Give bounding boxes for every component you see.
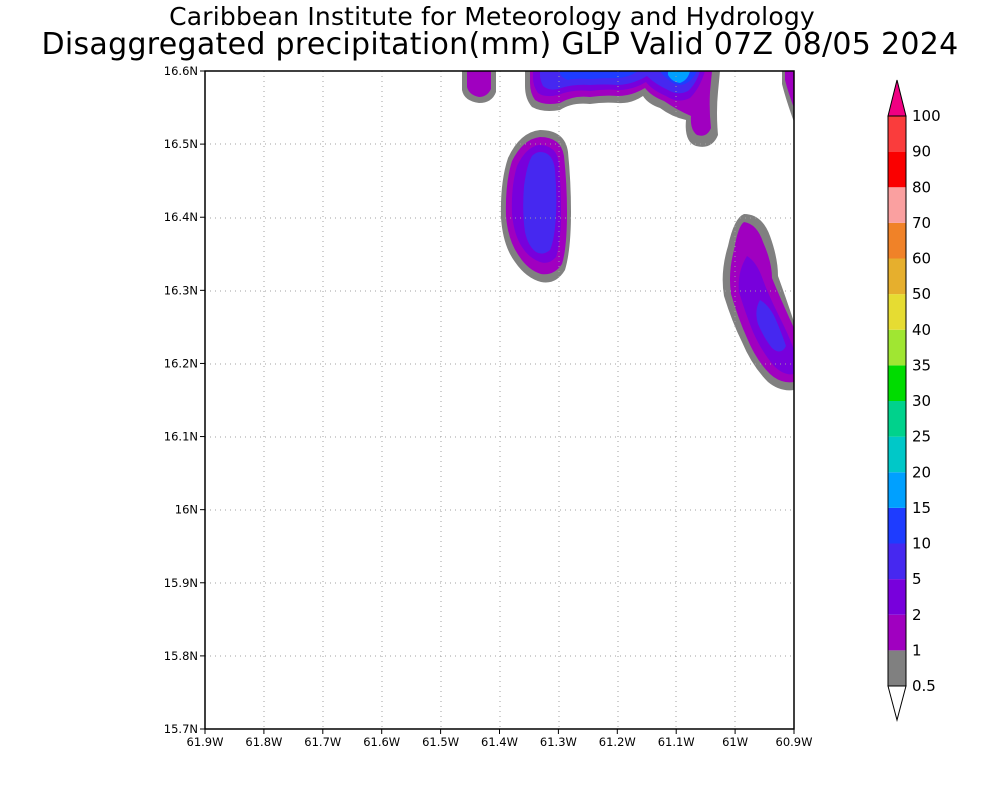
colorbar-level-label: 100 <box>912 107 941 125</box>
colorbar-box <box>888 187 906 223</box>
colorbar-level-label: 5 <box>912 570 922 588</box>
colorbar-level-label: 35 <box>912 356 931 374</box>
colorbar-level-label: 0.5 <box>912 677 936 695</box>
colorbar-min-triangle <box>887 685 907 722</box>
colorbar-box <box>888 116 906 152</box>
colorbar-box <box>888 507 906 544</box>
precip-cell-north-west <box>462 71 496 103</box>
precip-cell-north-band <box>525 71 720 147</box>
colorbar-box <box>888 472 906 508</box>
colorbar-box <box>888 579 906 615</box>
colorbar-box <box>888 401 906 437</box>
lon-tick-label: 61.6W <box>363 735 400 749</box>
product-title: Disaggregated precipitation(mm) GLP Vali… <box>41 27 959 62</box>
lon-tick-label: 61.9W <box>187 735 224 749</box>
colorbar-level-label: 25 <box>912 428 931 446</box>
lon-tick-label: 61.5W <box>422 735 459 749</box>
colorbar-box <box>888 151 906 188</box>
lon-tick-label: 61W <box>722 735 748 749</box>
lon-tick-label: 61.1W <box>658 735 695 749</box>
precip-cell-central <box>500 130 571 283</box>
lat-tick-label: 16.3N <box>164 283 198 297</box>
colorbar-level-label: 2 <box>912 606 922 624</box>
lat-tick-label: 16N <box>175 503 198 517</box>
colorbar-level-label: 15 <box>912 499 931 517</box>
colorbar-box <box>888 258 906 295</box>
colorbar-level-label: 50 <box>912 285 931 303</box>
colorbar-box <box>888 614 906 651</box>
lat-tick-label: 16.4N <box>164 210 198 224</box>
colorbar-box <box>888 329 906 366</box>
colorbar-box <box>888 543 906 580</box>
lat-tick-label: 16.2N <box>164 356 198 370</box>
colorbar-level-label: 1 <box>912 641 922 659</box>
colorbar-level-label: 80 <box>912 178 931 196</box>
lon-tick-label: 61.4W <box>481 735 518 749</box>
colorbar-outline <box>887 115 907 687</box>
lon-tick-label: 61.2W <box>599 735 636 749</box>
colorbar-box <box>888 365 906 401</box>
lat-tick-label: 15.7N <box>164 722 198 736</box>
colorbar-level-label: 30 <box>912 392 931 410</box>
colorbar-level-label: 70 <box>912 214 931 232</box>
colorbar-level-label: 40 <box>912 321 931 339</box>
colorbar-box <box>888 650 906 686</box>
colorbar-box <box>888 222 906 259</box>
lat-tick-label: 16.5N <box>164 137 198 151</box>
institution-title: Caribbean Institute for Meteorology and … <box>169 2 815 31</box>
lon-tick-label: 61.7W <box>304 735 341 749</box>
lon-tick-label: 60.9W <box>776 735 813 749</box>
colorbar-max-triangle <box>887 79 907 117</box>
lat-tick-label: 16.1N <box>164 430 198 444</box>
colorbar-level-label: 90 <box>912 143 931 161</box>
gridlines <box>205 71 794 729</box>
precip-cell-east <box>722 214 794 391</box>
lat-tick-label: 15.8N <box>164 649 198 663</box>
precipitation-shading <box>462 71 794 391</box>
precip-cell-north-east-corner <box>782 71 794 122</box>
lat-tick-label: 16.6N <box>164 64 198 78</box>
latitude-axis: 16.6N 16.5N 16.4N 16.3N 16.2N 16.1N 16N 15.9N 15… <box>164 64 205 736</box>
lon-tick-label: 61.3W <box>540 735 577 749</box>
colorbar-box <box>888 294 906 330</box>
plot-area <box>205 71 794 729</box>
colorbar-level-label: 60 <box>912 250 931 268</box>
colorbar-level-label: 10 <box>912 535 931 553</box>
longitude-axis: 61.9W 61.8W 61.7W 61.6W 61.5W 61.4W 61.3W 61.2W… <box>187 729 813 749</box>
colorbar-level-label: 20 <box>912 463 931 481</box>
lat-tick-label: 15.9N <box>164 576 198 590</box>
lon-tick-label: 61.8W <box>245 735 282 749</box>
colorbar-box <box>888 436 906 473</box>
